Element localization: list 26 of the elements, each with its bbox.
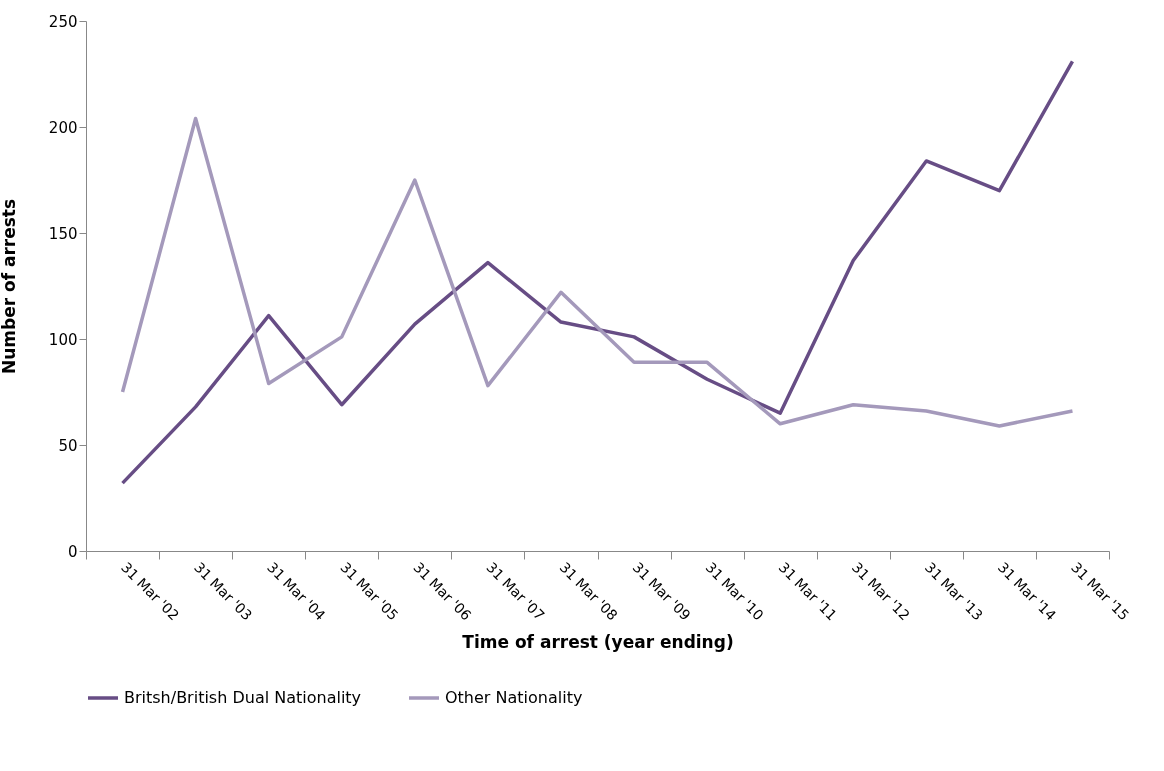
y-tick-label: 150 xyxy=(48,224,78,243)
legend-label: Britsh/British Dual Nationality xyxy=(124,688,362,707)
x-axis-title: Time of arrest (year ending) xyxy=(462,632,734,653)
x-tick-label: 31 Mar '04 xyxy=(264,559,329,624)
x-tick-label: 31 Mar '08 xyxy=(556,559,621,624)
line-series xyxy=(120,59,1075,485)
y-tick-label: 200 xyxy=(48,118,78,137)
x-tick-label: 31 Mar '05 xyxy=(337,559,402,624)
x-tick-label: 31 Mar '13 xyxy=(921,559,987,624)
x-tick-label: 31 Mar '03 xyxy=(191,559,256,624)
x-tick-label: 31 Mar '12 xyxy=(848,559,913,624)
legend-label: Other Nationality xyxy=(445,688,583,707)
x-tick-label: 31 Mar '14 xyxy=(994,559,1060,624)
y-tick-label: 0 xyxy=(67,542,78,561)
x-tick-label: 31 Mar '15 xyxy=(1068,559,1133,624)
x-tick-label: 31 Mar '02 xyxy=(118,559,183,624)
y-tick-label: 250 xyxy=(48,12,78,31)
x-tick-label: 31 Mar '07 xyxy=(483,559,548,624)
y-axis-title: Number of arrests xyxy=(0,198,19,375)
x-tick-label: 31 Mar '10 xyxy=(702,559,767,624)
y-tick-label: 100 xyxy=(48,330,78,349)
y-tick-label: 50 xyxy=(58,436,78,455)
x-tick-label: 31 Mar '11 xyxy=(775,559,840,624)
x-tick-label: 31 Mar '09 xyxy=(629,559,694,624)
x-tick-label: 31 Mar '06 xyxy=(410,559,475,624)
line-series xyxy=(120,116,1075,428)
